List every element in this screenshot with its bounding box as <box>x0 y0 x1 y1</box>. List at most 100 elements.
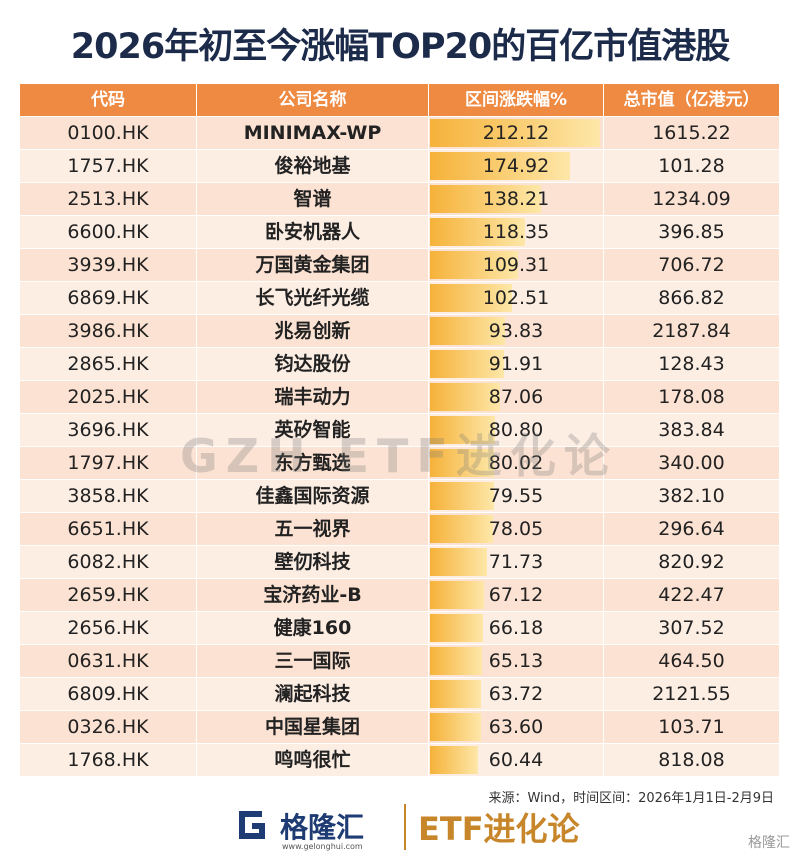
table-cell <box>20 645 196 677</box>
table-cell <box>197 117 428 149</box>
header-cell: 公司名称 <box>197 84 428 116</box>
table-cell <box>20 117 196 149</box>
table-cell <box>197 414 428 446</box>
title: 2026年初至今涨幅TOP20的百亿市值港股 <box>70 27 730 67</box>
change-value: 65.13 <box>488 650 544 672</box>
stock-code: 1797.HK <box>67 452 149 474</box>
table-cell <box>604 447 779 479</box>
table-cell <box>197 744 428 776</box>
change-value: 63.60 <box>488 716 544 738</box>
table-cell <box>197 645 428 677</box>
market-cap: 464.50 <box>658 650 725 672</box>
change-bar <box>430 152 571 180</box>
header-cell: 总市值（亿港元） <box>604 84 779 116</box>
stock-code: 3986.HK <box>67 320 149 342</box>
company-name: 瑞丰动力 <box>274 386 351 408</box>
change-value: 71.73 <box>488 551 544 573</box>
change-value: 109.31 <box>482 254 550 276</box>
company-name: MINIMAX-WP <box>243 122 382 144</box>
table-cell <box>20 348 196 380</box>
table-cell <box>604 678 779 710</box>
table-cell <box>197 546 428 578</box>
table-cell <box>604 645 779 677</box>
table-cell <box>197 447 428 479</box>
change-bar <box>430 284 513 312</box>
stock-code: 3858.HK <box>67 485 149 507</box>
table-cell <box>197 381 428 413</box>
change-value: 87.06 <box>488 386 544 408</box>
market-cap: 2187.84 <box>652 320 731 342</box>
change-value: 78.05 <box>488 518 544 540</box>
company-name: 万国黄金集团 <box>255 254 370 276</box>
change-bar <box>430 350 504 378</box>
market-cap: 101.28 <box>658 155 725 177</box>
company-name: 壁仞科技 <box>274 551 351 573</box>
stock-code: 0326.HK <box>67 716 149 738</box>
market-cap: 706.72 <box>658 254 725 276</box>
table-cell <box>604 744 779 776</box>
table-cell <box>197 711 428 743</box>
table-cell <box>604 216 779 248</box>
table-cell <box>197 183 428 215</box>
market-cap: 382.10 <box>658 485 725 507</box>
company-name: 佳鑫国际资源 <box>255 485 370 507</box>
table-cell <box>20 678 196 710</box>
company-name: 健康160 <box>273 617 352 639</box>
change-value: 79.55 <box>488 485 544 507</box>
change-bar <box>430 482 494 510</box>
company-name: 俊裕地基 <box>274 155 351 177</box>
table-cell <box>197 282 428 314</box>
change-bar <box>430 548 488 576</box>
change-bar <box>430 647 483 675</box>
table-cell <box>197 315 428 347</box>
stock-code: 6600.HK <box>67 221 149 243</box>
company-name: 智谱 <box>293 188 332 210</box>
company-name: 兆易创新 <box>274 320 351 342</box>
change-value: 66.18 <box>488 617 544 639</box>
change-bar <box>430 713 481 741</box>
market-cap: 422.47 <box>658 584 725 606</box>
change-value: 138.21 <box>482 188 550 210</box>
table-cell <box>604 282 779 314</box>
table-cell <box>197 480 428 512</box>
stock-code: 2513.HK <box>67 188 149 210</box>
stock-code: 6082.HK <box>67 551 149 573</box>
table-cell <box>604 414 779 446</box>
table-cell <box>20 282 196 314</box>
change-value: 63.72 <box>488 683 544 705</box>
company-name: 中国星集团 <box>264 716 360 738</box>
table-cell <box>20 216 196 248</box>
table-cell <box>20 546 196 578</box>
stock-code: 3696.HK <box>67 419 149 441</box>
company-name: 英矽智能 <box>274 419 351 441</box>
stock-code: 0631.HK <box>67 650 149 672</box>
table-cell <box>604 711 779 743</box>
change-value: 174.92 <box>482 155 550 177</box>
table-cell <box>20 315 196 347</box>
stock-code: 1768.HK <box>67 749 149 771</box>
table-cell <box>604 480 779 512</box>
change-value: 80.02 <box>488 452 544 474</box>
table-cell <box>197 612 428 644</box>
table-cell <box>20 183 196 215</box>
table-cell <box>197 579 428 611</box>
change-value: 118.35 <box>482 221 550 243</box>
company-name: 澜起科技 <box>274 683 351 705</box>
market-cap: 296.64 <box>658 518 725 540</box>
change-bar <box>430 185 541 213</box>
table-cell <box>20 744 196 776</box>
change-bar <box>430 218 525 246</box>
change-value: 93.83 <box>488 320 544 342</box>
stock-code: 0100.HK <box>67 122 149 144</box>
table-cell <box>20 480 196 512</box>
table-cell <box>604 150 779 182</box>
brand: ETF进化论 <box>404 804 580 850</box>
stock-code: 2865.HK <box>67 353 149 375</box>
logo-icon <box>239 811 265 839</box>
table-cell <box>20 249 196 281</box>
change-bar <box>430 383 500 411</box>
company-name: 长飞光纤光缆 <box>255 287 370 309</box>
market-cap: 818.08 <box>658 749 725 771</box>
market-cap: 1615.22 <box>652 122 731 144</box>
